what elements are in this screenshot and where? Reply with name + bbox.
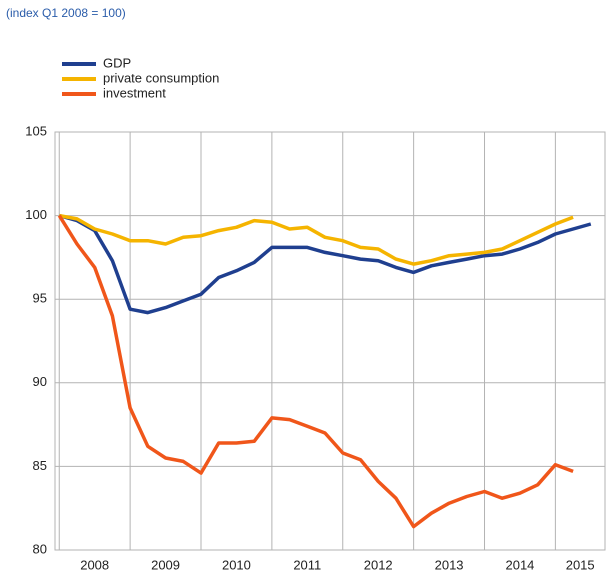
series-line: [57, 214, 574, 529]
series-line: [58, 213, 574, 266]
legend-label: investment: [103, 85, 166, 100]
y-tick-label: 90: [33, 374, 47, 389]
x-tick-label: 2010: [222, 557, 251, 572]
series-line: [58, 213, 592, 315]
y-tick-label: 95: [33, 291, 47, 306]
y-tick-label: 80: [33, 541, 47, 556]
plot-frame: [54, 131, 606, 551]
legend-label: GDP: [103, 55, 131, 70]
y-tick-label: 85: [33, 458, 47, 473]
x-tick-label: 2013: [435, 557, 464, 572]
x-tick-label: 2014: [505, 557, 534, 572]
x-tick-label: 2015: [566, 557, 595, 572]
x-tick-label: 2012: [364, 557, 393, 572]
legend-label: private consumption: [103, 70, 219, 85]
x-tick-label: 2011: [293, 557, 321, 572]
x-tick-label: 2008: [80, 557, 109, 572]
x-tick-label: 2009: [151, 557, 180, 572]
chart-subtitle: (index Q1 2008 = 100): [6, 6, 126, 20]
y-tick-label: 100: [25, 207, 47, 222]
y-tick-label: 105: [25, 123, 47, 138]
